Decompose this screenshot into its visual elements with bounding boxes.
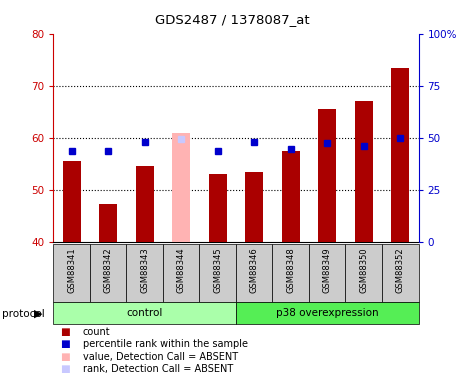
Bar	[282, 151, 300, 242]
Text: GSM88352: GSM88352	[396, 247, 405, 293]
Text: GSM88342: GSM88342	[104, 247, 113, 293]
Text: ■: ■	[60, 327, 70, 337]
Text: ■: ■	[60, 352, 70, 362]
Text: GSM88348: GSM88348	[286, 247, 295, 293]
Text: rank, Detection Call = ABSENT: rank, Detection Call = ABSENT	[83, 364, 233, 374]
Text: value, Detection Call = ABSENT: value, Detection Call = ABSENT	[83, 352, 238, 362]
Text: GSM88344: GSM88344	[177, 247, 186, 293]
Text: GSM88350: GSM88350	[359, 247, 368, 293]
Text: protocol: protocol	[2, 309, 45, 319]
Bar	[163, 244, 199, 302]
Bar	[318, 109, 336, 242]
Bar	[99, 204, 117, 242]
Text: p38 overexpression: p38 overexpression	[276, 308, 379, 318]
Bar	[272, 244, 309, 302]
Text: GSM88346: GSM88346	[250, 247, 259, 293]
Text: count: count	[83, 327, 110, 337]
Bar	[236, 244, 272, 302]
Bar	[236, 302, 418, 324]
Bar	[126, 244, 163, 302]
Text: ■: ■	[60, 364, 70, 374]
Bar	[63, 161, 81, 242]
Text: GSM88341: GSM88341	[67, 247, 76, 293]
Bar	[90, 244, 126, 302]
Bar	[53, 302, 236, 324]
Text: ■: ■	[60, 339, 70, 349]
Bar	[382, 244, 418, 302]
Text: GDS2487 / 1378087_at: GDS2487 / 1378087_at	[155, 13, 310, 26]
Text: GSM88343: GSM88343	[140, 247, 149, 293]
Bar	[53, 244, 90, 302]
Bar	[172, 133, 190, 242]
Text: GSM88345: GSM88345	[213, 247, 222, 293]
Bar	[309, 244, 345, 302]
Bar	[355, 101, 373, 242]
Bar	[136, 166, 154, 242]
Bar	[209, 174, 227, 242]
Bar	[391, 68, 409, 242]
Bar	[345, 244, 382, 302]
Bar	[245, 172, 263, 242]
Bar	[199, 244, 236, 302]
Text: percentile rank within the sample: percentile rank within the sample	[83, 339, 248, 349]
Text: GSM88349: GSM88349	[323, 247, 332, 293]
Text: control: control	[126, 308, 163, 318]
Text: ▶: ▶	[34, 309, 42, 319]
